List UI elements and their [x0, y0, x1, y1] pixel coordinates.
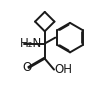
- Text: H₂N: H₂N: [19, 37, 42, 50]
- Text: O: O: [22, 61, 31, 74]
- Text: OH: OH: [55, 63, 73, 76]
